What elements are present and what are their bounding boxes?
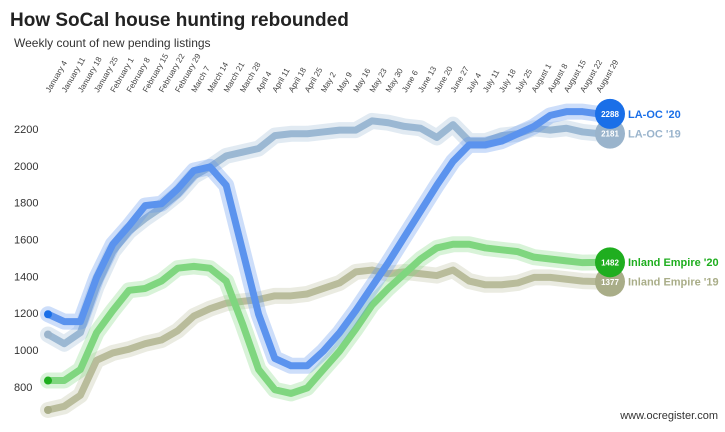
end-value-label: 1377	[601, 278, 619, 287]
end-value-label: 1482	[601, 258, 619, 267]
legend-label: Inland Empire '19	[628, 277, 719, 289]
line	[44, 108, 603, 370]
y-tick-label: 1000	[14, 345, 38, 357]
credit: www.ocregister.com	[619, 410, 718, 422]
y-tick-label: 1800	[14, 198, 38, 210]
legend-label: Inland Empire '20	[628, 257, 719, 269]
end-dot	[595, 98, 625, 129]
line	[44, 240, 603, 397]
legend-label: LA-OC '19	[628, 129, 681, 141]
end-dot	[595, 247, 625, 278]
start-dot	[44, 330, 52, 339]
chart-subtitle: Weekly count of new pending listings	[14, 36, 211, 50]
y-tick-label: 2200	[14, 124, 38, 136]
end-value-label: 2181	[601, 130, 619, 139]
y-tick-label: 2000	[14, 161, 38, 173]
y-tick-label: 800	[14, 382, 32, 394]
legend-label: LA-OC '20	[628, 109, 681, 121]
end-value-label: 2288	[601, 110, 619, 119]
y-tick-label: 1600	[14, 234, 38, 246]
y-tick-label: 1400	[14, 271, 38, 283]
y-tick-label: 1200	[14, 308, 38, 320]
start-dot	[44, 406, 52, 414]
line	[44, 266, 603, 414]
start-dot	[44, 310, 52, 319]
start-dot	[44, 376, 52, 385]
chart-title: How SoCal house hunting rebounded	[10, 10, 349, 31]
